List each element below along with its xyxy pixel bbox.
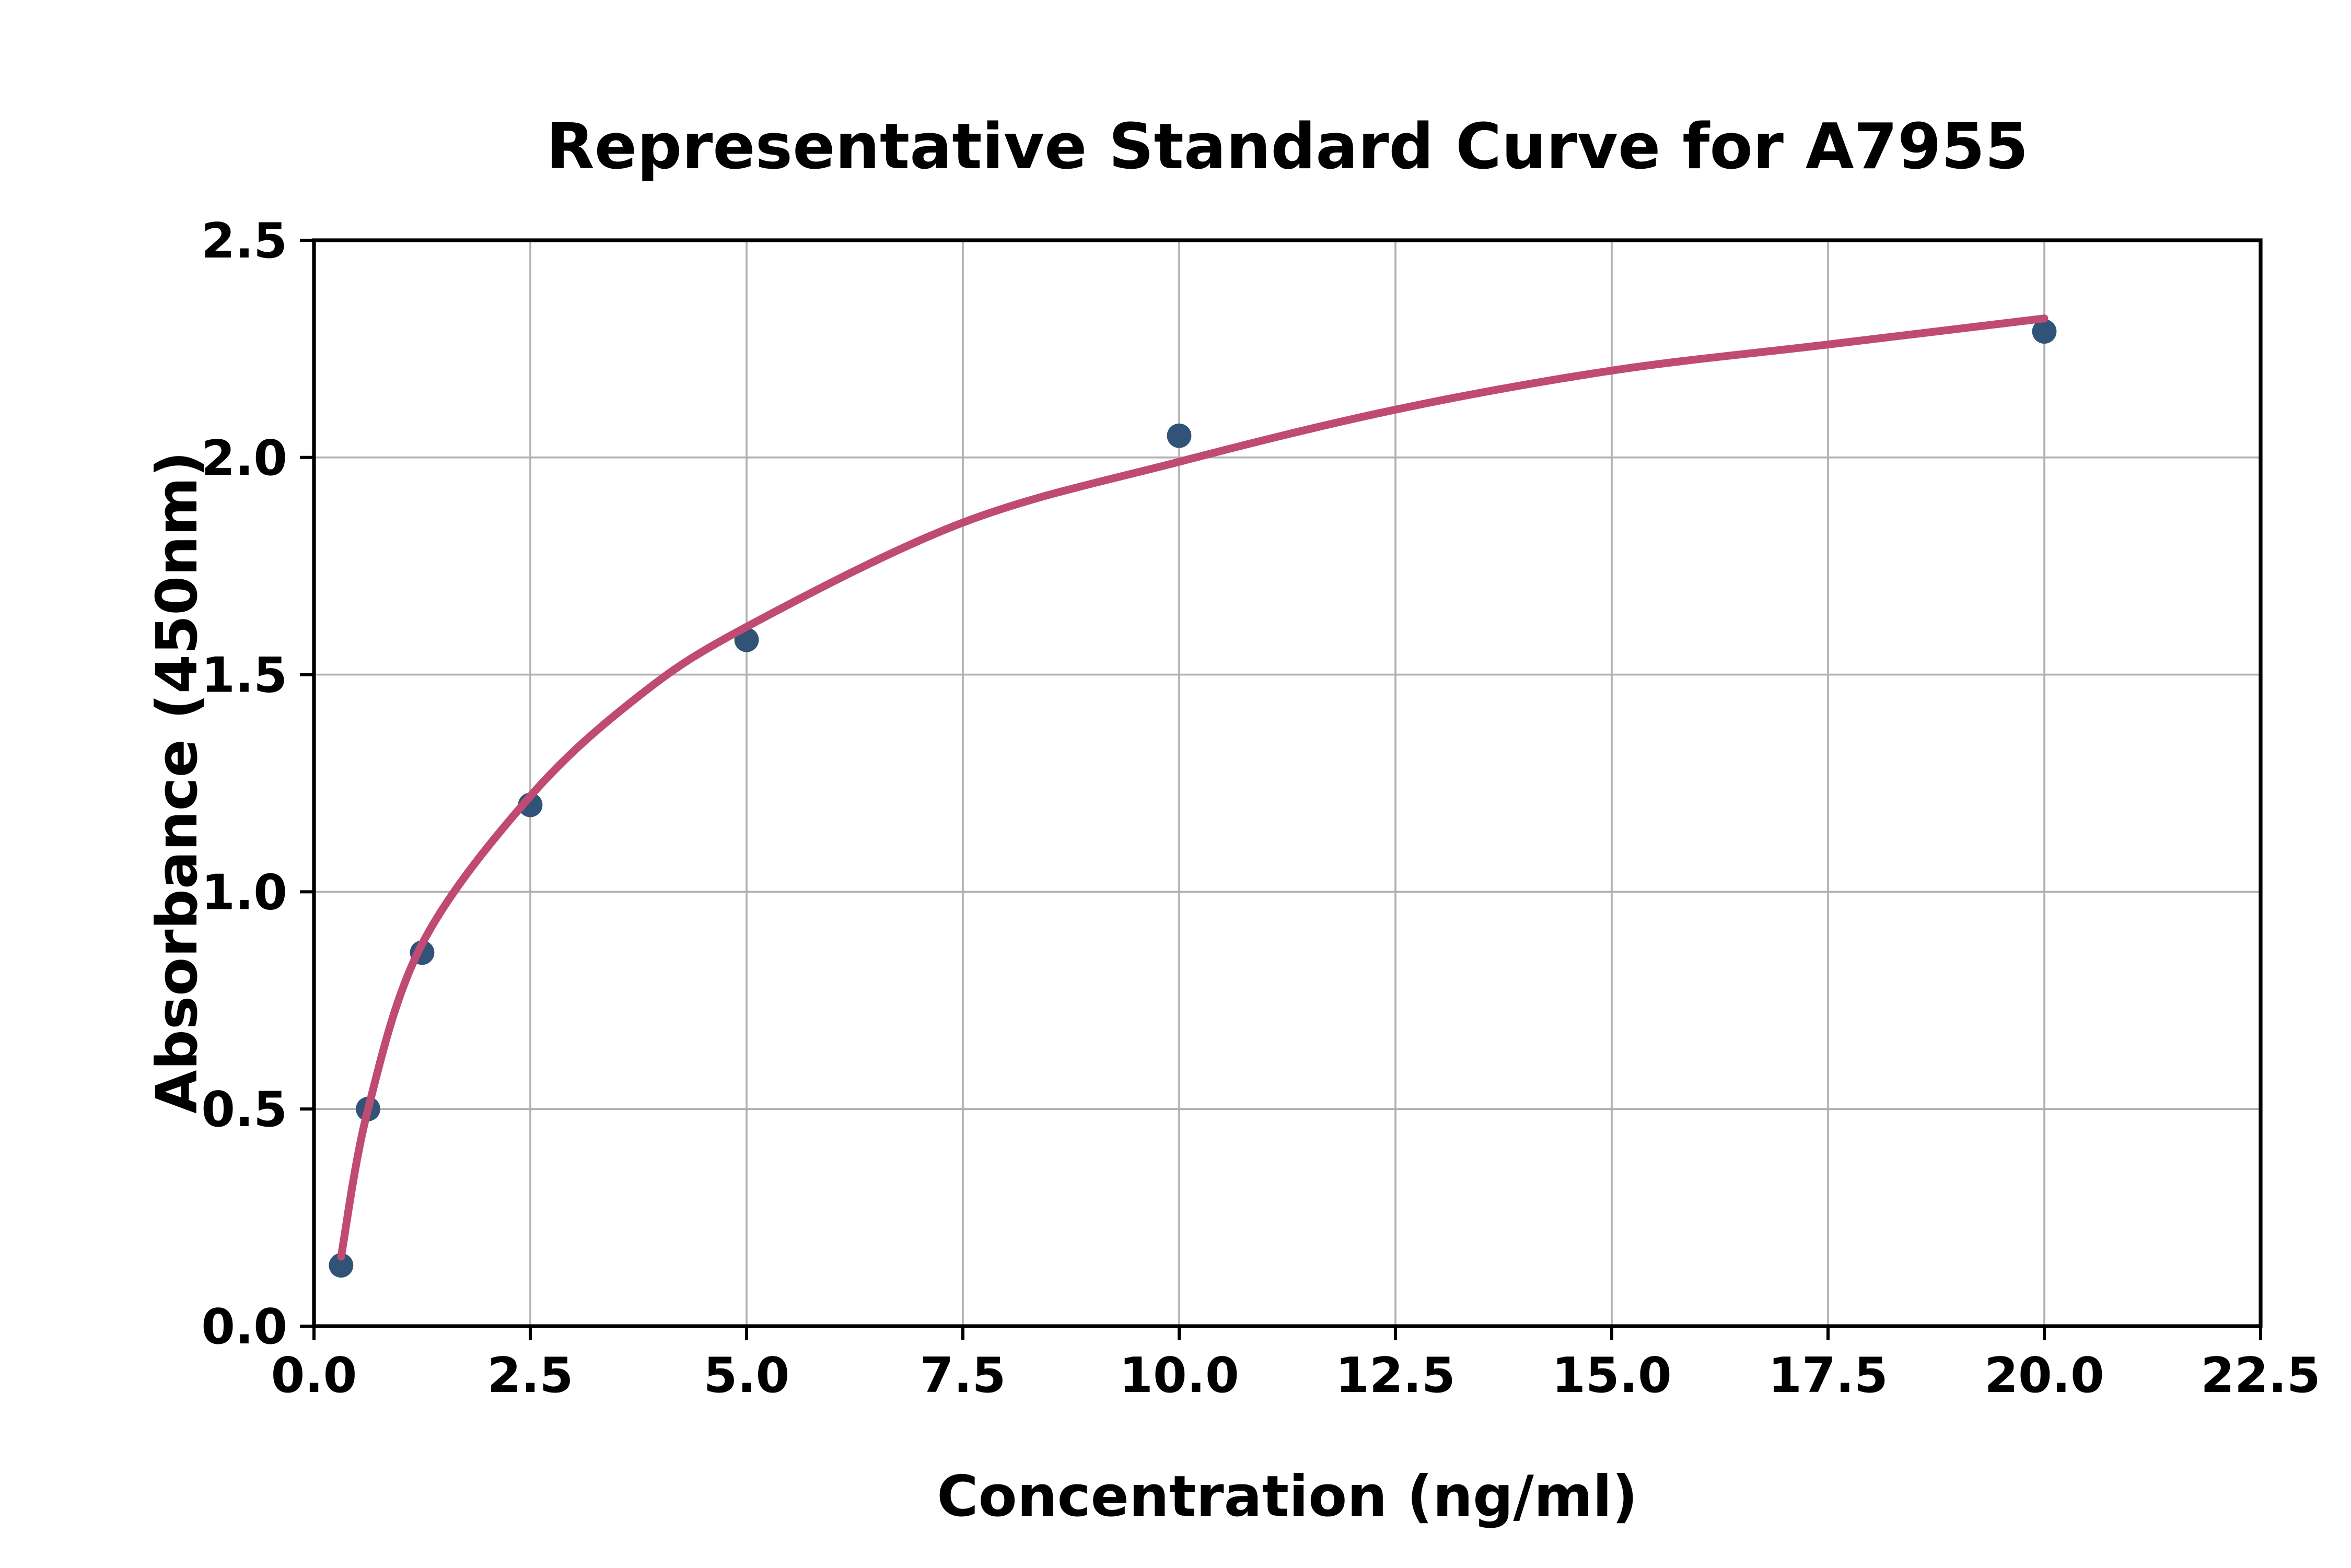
x-tick-label: 10.0 xyxy=(1119,1347,1239,1403)
y-tick-label: 2.0 xyxy=(201,430,287,486)
elisa-standard-curve-figure: 0.0 2.5 5.0 7.5 10.0 12.5 15.0 17.5 20.0 22.5 0.0 0… xyxy=(21,8,2351,1560)
y-tick-label: 1.5 xyxy=(201,647,287,704)
x-tick-label: 0.0 xyxy=(271,1347,357,1403)
data-point xyxy=(2032,319,2057,344)
x-axis-label: Concentration (ng/ml) xyxy=(937,1464,1638,1529)
x-tick-label: 20.0 xyxy=(1984,1347,2104,1403)
data-point xyxy=(329,1253,354,1278)
x-tick-label: 12.5 xyxy=(1335,1347,1455,1403)
gridlines-layer xyxy=(313,239,2262,1327)
y-tick-label: 0.0 xyxy=(201,1298,287,1355)
data-point xyxy=(1167,423,1192,448)
axes-layer: 0.0 2.5 5.0 7.5 10.0 12.5 15.0 17.5 20.0 22.5 0.0 0… xyxy=(201,213,2320,1403)
chart-canvas: 0.0 2.5 5.0 7.5 10.0 12.5 15.0 17.5 20.0 22.5 0.0 0… xyxy=(21,8,2351,1560)
x-tick-label: 17.5 xyxy=(1768,1347,1888,1403)
x-tick-label: 7.5 xyxy=(920,1347,1006,1403)
plot-frame xyxy=(312,238,2263,1328)
y-tick-label: 0.5 xyxy=(201,1081,287,1138)
y-tick-label: 1.0 xyxy=(201,864,287,920)
x-tick-label: 2.5 xyxy=(487,1347,574,1403)
y-axis-label: Absorbance (450nm) xyxy=(145,451,210,1114)
y-tick-label: 2.5 xyxy=(201,213,287,269)
x-tick-label: 22.5 xyxy=(2201,1347,2320,1403)
fitted-curve xyxy=(337,314,2049,1261)
x-tick-label: 15.0 xyxy=(1552,1347,1671,1403)
x-tick-label: 5.0 xyxy=(704,1347,790,1403)
data-layer xyxy=(329,314,2057,1278)
chart-title: Representative Standard Curve for A7955 xyxy=(546,111,2028,183)
